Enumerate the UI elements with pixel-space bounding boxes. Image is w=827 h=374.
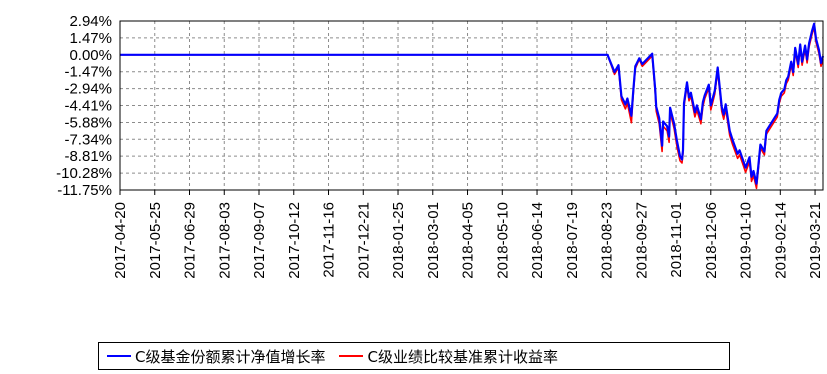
x-tick-label: 2017-08-03 [216, 202, 233, 279]
x-tick-label: 2018-12-06 [703, 202, 720, 279]
x-tick-label: 2018-04-05 [460, 202, 477, 279]
legend: C级基金份额累计净值增长率 C级业绩比较基准累计收益率 [98, 342, 730, 370]
x-tick-label: 2018-05-10 [494, 202, 511, 279]
legend-label-benchmark: C级业绩比较基准累计收益率 [367, 347, 558, 366]
x-axis-tick-labels: 2017-04-20 2017-05-25 2017-06-29 2017-08-03… [112, 190, 824, 279]
y-tick-label: -8.81% [64, 148, 112, 165]
x-tick-label: 2018-11-01 [668, 202, 685, 278]
x-tick-label: 2018-07-19 [564, 202, 581, 279]
x-tick-label: 2017-11-16 [321, 202, 338, 278]
legend-item-benchmark: C级业绩比较基准累计收益率 [339, 346, 558, 367]
y-tick-label: 0.00% [69, 47, 112, 64]
y-tick-label: -5.88% [64, 114, 112, 131]
x-tick-label: 2019-03-21 [807, 202, 824, 279]
x-tick-label: 2019-01-10 [738, 202, 755, 279]
y-tick-label: -4.41% [64, 98, 112, 115]
y-tick-label: 2.94% [69, 13, 112, 30]
legend-label-nav-growth: C级基金份额累计净值增长率 [135, 347, 326, 366]
x-tick-label: 2017-06-29 [182, 202, 199, 279]
x-tick-label: 2017-12-21 [355, 202, 372, 279]
x-tick-label: 2017-10-12 [286, 202, 303, 279]
x-tick-label: 2019-02-14 [772, 202, 789, 279]
x-tick-label: 2018-08-23 [599, 202, 616, 279]
legend-swatch-red [339, 355, 364, 357]
x-tick-label: 2018-03-01 [425, 202, 442, 279]
x-tick-label: 2018-09-27 [633, 202, 650, 279]
plot-area-frame [119, 20, 824, 191]
series-line-nav-growth [120, 22, 825, 185]
y-tick-label: -1.47% [64, 64, 112, 81]
legend-item-nav-growth: C级基金份额累计净值增长率 [107, 346, 325, 367]
series-lines [120, 22, 825, 190]
y-axis-tick-labels: 2.94%1.47%0.00%-1.47%-2.94%-4.41%-5.88%-… [56, 13, 112, 199]
y-tick-label: 1.47% [69, 30, 112, 47]
x-tick-label: 2018-01-25 [390, 202, 407, 279]
y-tick-label: -2.94% [64, 81, 112, 98]
x-tick-label: 2017-04-20 [112, 202, 129, 279]
x-tick-label: 2018-06-14 [529, 202, 546, 279]
series-line-benchmark [120, 26, 824, 190]
y-tick-label: -10.28% [56, 165, 112, 182]
x-tick-label: 2017-09-07 [251, 202, 268, 279]
grid [119, 20, 823, 191]
y-tick-label: -7.34% [64, 131, 112, 148]
x-tick-label: 2017-05-25 [147, 202, 164, 279]
legend-swatch-blue [107, 355, 131, 357]
y-tick-label: -11.75% [57, 182, 112, 199]
